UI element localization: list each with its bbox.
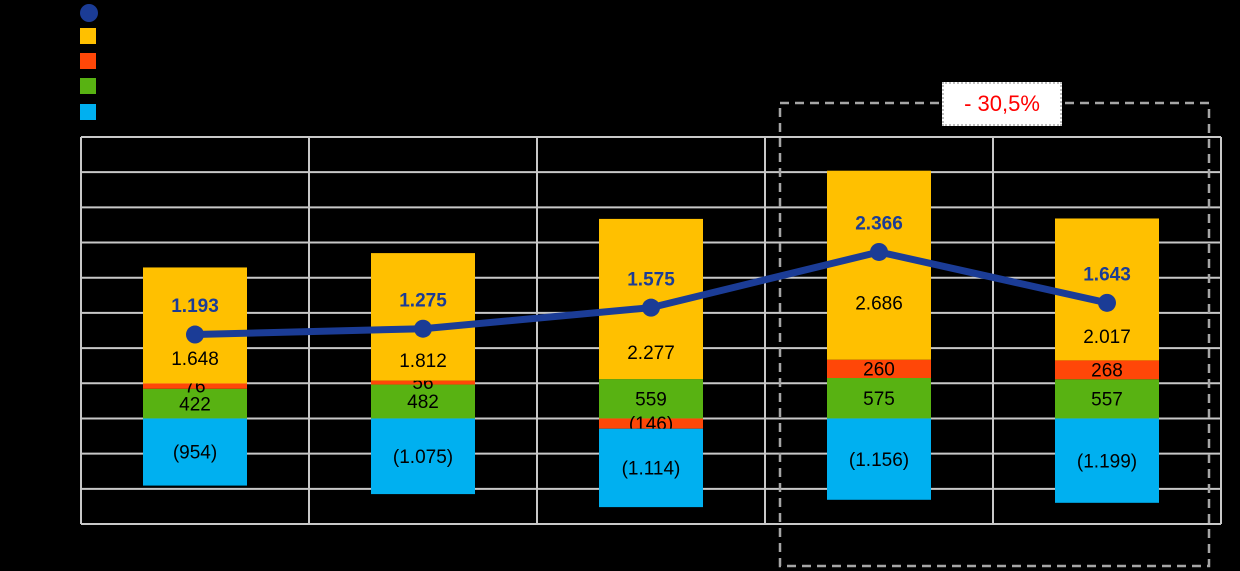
- line-marker: [870, 242, 888, 261]
- line-value-label: 1.275: [399, 290, 447, 311]
- line-value-label: 1.193: [171, 296, 219, 317]
- orange-segment-bar: [371, 253, 475, 381]
- green-segment-value-label: 575: [863, 389, 895, 410]
- legend-item-line-series: [80, 4, 106, 22]
- lightblue-segment-value-label: (1.114): [622, 459, 681, 480]
- line-marker: [1098, 293, 1116, 312]
- line-marker: [414, 319, 432, 338]
- lightblue-segment-value-label: (1.156): [849, 450, 909, 471]
- green-segment-bar: [599, 379, 703, 419]
- orange-series-legend-square-icon: [80, 28, 96, 44]
- line-value-label: 1.575: [627, 269, 675, 290]
- green-series-legend-square-icon: [80, 78, 96, 94]
- green-segment-bar: [827, 377, 931, 419]
- green-segment-value-label: 422: [179, 394, 211, 415]
- green-segment-bar: [1055, 379, 1159, 419]
- red-segment-value-label: 260: [863, 359, 895, 380]
- orange-segment-value-label: 1.812: [399, 351, 447, 372]
- orange-segment-value-label: 1.648: [171, 349, 219, 370]
- lightblue-segment-value-label: (954): [173, 443, 217, 464]
- green-segment-value-label: 559: [635, 389, 667, 410]
- line-marker: [642, 298, 660, 317]
- red-segment-value-label: 268: [1091, 360, 1123, 381]
- legend-item-green-series: [80, 78, 104, 94]
- lightblue-segment-value-label: (1.199): [1077, 451, 1137, 472]
- red-segment-bar: [143, 383, 247, 389]
- legend-item-lightblue-series: [80, 104, 104, 120]
- red-segment-bar: [827, 359, 931, 378]
- chart-legend: [80, 0, 300, 130]
- line-value-label: 1.643: [1083, 264, 1131, 285]
- green-segment-bar: [371, 384, 475, 419]
- orange-segment-value-label: 2.686: [855, 293, 903, 314]
- orange-segment-bar: [1055, 218, 1159, 361]
- line-series-legend-circle-icon: [80, 4, 98, 22]
- legend-item-orange-series: [80, 28, 104, 44]
- orange-segment-bar: [143, 267, 247, 384]
- line-value-label: 2.366: [855, 214, 903, 235]
- red-segment-bar: [371, 380, 475, 385]
- orange-segment-value-label: 2.277: [627, 343, 675, 364]
- red-segment-bar: [1055, 360, 1159, 380]
- green-segment-value-label: 482: [407, 392, 439, 413]
- decline-callout: - 30,5%: [942, 82, 1062, 126]
- legend-item-red-series: [80, 53, 104, 69]
- red-segment-bar: [599, 418, 703, 429]
- red-series-legend-square-icon: [80, 53, 96, 69]
- orange-segment-value-label: 2.017: [1083, 327, 1131, 348]
- lightblue-segment-bar: [143, 418, 247, 486]
- green-segment-value-label: 557: [1091, 390, 1123, 411]
- lightblue-segment-bar: [599, 428, 703, 508]
- line-marker: [186, 325, 204, 344]
- lightblue-segment-bar: [827, 418, 931, 500]
- lightblue-series-legend-square-icon: [80, 104, 96, 120]
- decline-callout-text: - 30,5%: [964, 91, 1040, 116]
- lightblue-segment-bar: [371, 418, 475, 495]
- orange-segment-bar: [827, 170, 931, 360]
- green-segment-bar: [143, 388, 247, 419]
- lightblue-segment-value-label: (1.075): [393, 447, 453, 468]
- lightblue-segment-bar: [1055, 418, 1159, 503]
